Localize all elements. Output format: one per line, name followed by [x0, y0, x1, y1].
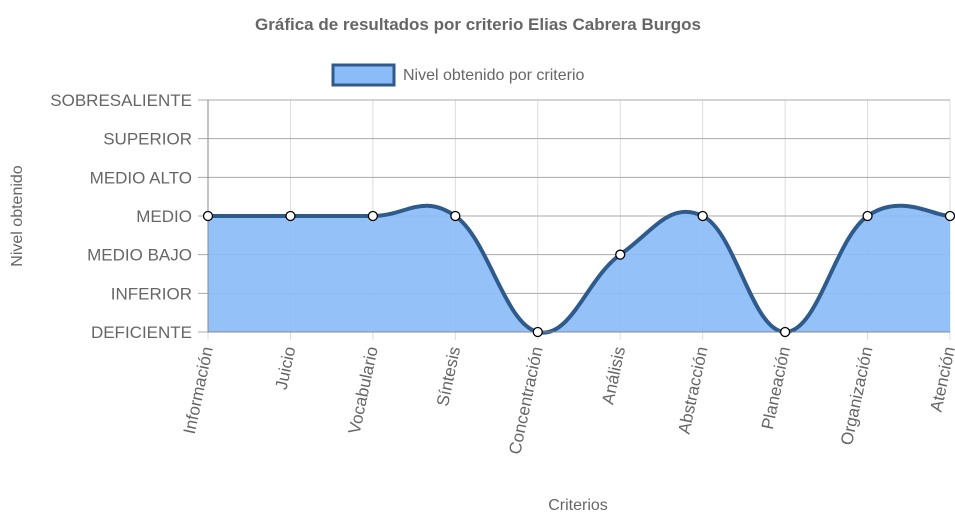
- series-area: [208, 205, 950, 333]
- data-points: [202, 210, 955, 338]
- x-tick-label: Organización: [837, 345, 876, 447]
- x-tick-label: Síntesis: [433, 345, 464, 408]
- data-point[interactable]: [202, 210, 214, 222]
- x-tick-label: Abstracción: [675, 345, 712, 436]
- data-point[interactable]: [450, 210, 461, 222]
- legend-label: Nivel obtenido por criterio: [403, 67, 585, 84]
- y-tick-label: MEDIO BAJO: [87, 246, 192, 265]
- data-point[interactable]: [697, 210, 708, 222]
- data-point[interactable]: [367, 210, 379, 222]
- x-tick-labels: Información Juicio Vocabulario Síntesis Conc…: [180, 345, 955, 456]
- data-point[interactable]: [862, 210, 873, 222]
- x-tick-label: Atención: [927, 345, 955, 414]
- data-point[interactable]: [615, 249, 626, 260]
- y-tick-label: INFERIOR: [111, 284, 192, 303]
- data-point[interactable]: [532, 326, 543, 338]
- y-tick-label: DEFICIENTE: [91, 323, 192, 342]
- plot-area: [207, 203, 951, 335]
- legend-swatch: [331, 63, 396, 87]
- x-tick-label: Información: [180, 345, 217, 436]
- x-tick-label: Concentración: [505, 345, 546, 456]
- x-tick-label: Planeación: [758, 345, 794, 431]
- x-tick-label: Vocabulario: [345, 345, 382, 436]
- y-tick-label: SUPERIOR: [103, 130, 192, 149]
- x-tick-label: Juicio: [272, 345, 300, 391]
- data-point[interactable]: [779, 326, 791, 338]
- y-tick-labels: DEFICIENTE INFERIOR MEDIO BAJO MEDIO MEDIO A…: [50, 91, 192, 342]
- data-point[interactable]: [944, 210, 955, 222]
- legend[interactable]: Nivel obtenido por criterio: [331, 63, 585, 87]
- y-tick-label: MEDIO: [136, 207, 192, 226]
- data-point[interactable]: [285, 210, 296, 222]
- y-tick-label: MEDIO ALTO: [90, 168, 192, 187]
- series-line: [207, 203, 951, 335]
- chart-title: Gráfica de resultados por criterio Elias…: [255, 15, 701, 34]
- y-tick-label: SOBRESALIENTE: [50, 91, 192, 110]
- x-tick-label: Análisis: [598, 345, 629, 406]
- y-axis-title: Nivel obtenido: [9, 165, 26, 267]
- x-axis-title: Criterios: [548, 497, 608, 514]
